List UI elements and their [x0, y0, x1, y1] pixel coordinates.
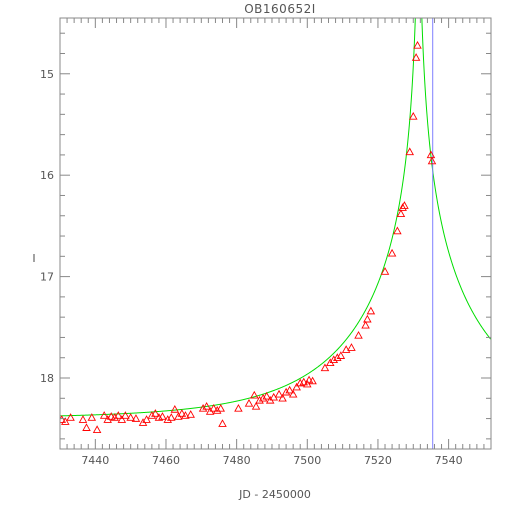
- data-point: [121, 411, 130, 419]
- y-tick-label: 16: [40, 169, 54, 182]
- axes: 7440 7460 7480 7500 7520 7540 15 16 17 18: [40, 17, 492, 467]
- data-point: [61, 417, 70, 425]
- data-point: [142, 415, 151, 423]
- model-curve-layer: [60, 18, 491, 417]
- x-axis-label: JD - 2450000: [238, 488, 311, 501]
- y-axis-label: I: [32, 252, 35, 265]
- data-point: [354, 330, 363, 339]
- data-point: [114, 411, 123, 419]
- data-point: [308, 376, 317, 385]
- plot-frame: [59, 17, 492, 450]
- data-point: [278, 393, 287, 402]
- data-point: [167, 413, 176, 421]
- data-point: [281, 387, 291, 396]
- data-point: [262, 391, 271, 400]
- data-point: [181, 411, 190, 419]
- data-point: [87, 413, 97, 421]
- data-point: [329, 355, 339, 364]
- y-tick-label: 15: [40, 68, 54, 81]
- data-point: [411, 53, 421, 61]
- data-point: [295, 378, 305, 387]
- data-point: [177, 409, 187, 417]
- data-point: [292, 382, 301, 391]
- data-point: [82, 423, 91, 431]
- data-point: [336, 351, 346, 359]
- data-point: [106, 412, 116, 420]
- data-point: [413, 40, 422, 49]
- data-point: [320, 363, 330, 372]
- data-point: [341, 345, 351, 353]
- data-point: [92, 425, 102, 433]
- data-point: [163, 415, 173, 423]
- data-point: [380, 267, 390, 275]
- data-point: [212, 406, 222, 414]
- data-point: [147, 411, 157, 419]
- data-point: [255, 395, 264, 404]
- data-point: [99, 411, 109, 419]
- data-point: [117, 415, 127, 423]
- data-point: [396, 209, 406, 217]
- chart-title: OB160652I: [244, 2, 316, 16]
- data-point: [170, 405, 180, 413]
- x-tick-label: 7520: [364, 454, 392, 467]
- data-point: [209, 404, 218, 412]
- data-point: [366, 306, 376, 315]
- x-tick-label: 7460: [152, 454, 180, 467]
- data-point: [258, 393, 268, 402]
- data-point: [304, 375, 314, 384]
- data-point: [409, 111, 418, 120]
- data-point: [198, 404, 208, 412]
- data-point: [285, 385, 294, 394]
- data-point: [393, 226, 402, 235]
- y-tick-label: 17: [40, 271, 54, 284]
- data-points-layer: [60, 40, 437, 433]
- data-point: [405, 147, 415, 156]
- data-point: [288, 389, 298, 398]
- data-point: [131, 414, 141, 422]
- data-point: [400, 201, 409, 209]
- data-point: [186, 410, 195, 418]
- data-point: [274, 389, 284, 398]
- data-point: [363, 314, 372, 323]
- data-point: [361, 320, 370, 329]
- data-point: [78, 415, 88, 423]
- data-point: [333, 353, 342, 361]
- data-point: [244, 398, 254, 407]
- data-point: [426, 150, 436, 159]
- data-point: [110, 413, 120, 421]
- data-point: [218, 419, 227, 427]
- x-tick-label: 7480: [223, 454, 251, 467]
- data-point: [347, 343, 356, 351]
- x-tick-label: 7500: [293, 454, 321, 467]
- x-tick-label: 7440: [81, 454, 109, 467]
- model-curve: [60, 18, 491, 417]
- data-point: [299, 377, 309, 386]
- data-point: [427, 156, 437, 165]
- data-point: [126, 413, 135, 421]
- x-tick-label: 7540: [435, 454, 463, 467]
- data-point: [66, 413, 75, 421]
- data-point: [251, 401, 261, 410]
- data-point: [216, 404, 226, 412]
- data-point: [202, 401, 211, 410]
- data-point: [398, 203, 407, 211]
- data-point: [234, 404, 243, 412]
- y-tick-label: 18: [40, 372, 54, 385]
- data-point: [387, 248, 397, 257]
- data-point: [250, 390, 259, 399]
- data-point: [158, 412, 167, 420]
- data-point: [151, 409, 160, 417]
- data-point: [154, 413, 164, 421]
